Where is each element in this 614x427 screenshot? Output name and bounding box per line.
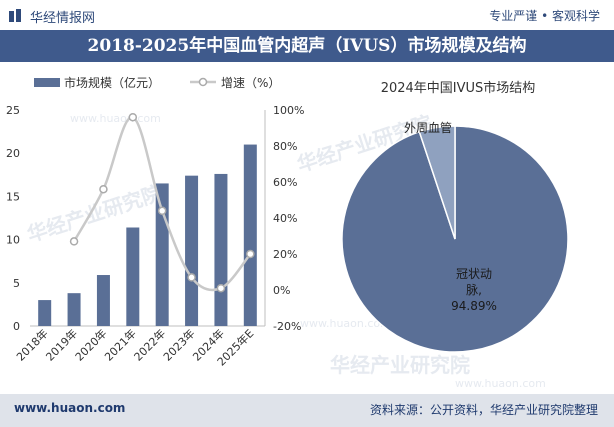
y-tick-label: 15 xyxy=(6,190,20,203)
y2-tick-label: 0% xyxy=(273,284,290,297)
bar xyxy=(214,173,228,326)
footer-source: 资料来源：公开资料，华经产业研究院整理 xyxy=(369,403,598,417)
bar xyxy=(185,175,199,326)
bar xyxy=(243,144,257,326)
chart-area: 华经产业研究院华经产业研究院华经产业研究院www.huaon.comwww.hu… xyxy=(6,75,569,390)
legend-line-label: 增速（%） xyxy=(221,76,280,90)
pie-label-peripheral: 外周血管 xyxy=(404,120,452,135)
top-bar: 华经情报网 专业严谨 • 客观科学 xyxy=(0,0,614,30)
y2-tick-label: 20% xyxy=(273,248,297,261)
y-tick-label: 20 xyxy=(6,147,20,160)
y-tick-label: 25 xyxy=(6,104,20,117)
watermark-url: www.huaon.com xyxy=(455,377,546,390)
y-tick-label: 5 xyxy=(13,277,20,290)
pie-slice-peripheral xyxy=(418,125,456,240)
watermark-text: 华经产业研究院 xyxy=(24,181,165,247)
page-title: 2018-2025年中国血管内超声（IVUS）市场规模及结构 xyxy=(0,30,614,62)
watermark-url: www.huaon.com xyxy=(300,317,391,330)
legend-bar-label: 市场规模（亿元） xyxy=(64,75,160,90)
bar xyxy=(67,293,81,326)
footer-site[interactable]: www.huaon.com xyxy=(14,401,126,415)
watermark-url: www.huaon.com xyxy=(70,112,161,125)
y-tick-label: 10 xyxy=(6,234,20,247)
bar xyxy=(38,300,52,326)
x-tick-label: 2021年 xyxy=(101,326,138,363)
y2-tick-label: 80% xyxy=(273,140,297,153)
bar xyxy=(96,275,110,326)
brand-name: 华经情报网 xyxy=(30,11,96,26)
growth-point xyxy=(128,112,138,122)
x-tick-label: 2022年 xyxy=(131,326,168,363)
bar xyxy=(126,227,140,326)
pie-title: 2024年中国IVUS市场结构 xyxy=(381,80,536,96)
pie-label-coronary: 脉, xyxy=(466,282,482,297)
brand-logo-icon xyxy=(9,9,21,22)
bar xyxy=(155,183,169,326)
x-tick-label: 2019年 xyxy=(43,326,80,363)
growth-point xyxy=(187,273,196,282)
growth-point xyxy=(157,206,167,216)
growth-point xyxy=(246,249,255,259)
x-tick-label: 2023年 xyxy=(160,326,197,363)
legend-bar-swatch xyxy=(34,78,60,87)
pie-label-coronary: 冠状动 xyxy=(456,267,492,281)
pie-label-coronary-value: 94.89% xyxy=(451,299,497,313)
y2-tick-label: 60% xyxy=(273,176,297,189)
y2-tick-label: -20% xyxy=(273,320,301,333)
legend-line-marker xyxy=(198,77,208,87)
footer xyxy=(0,394,614,427)
x-tick-label: 2020年 xyxy=(72,326,109,363)
y-tick-label: 0 xyxy=(13,320,20,333)
y2-tick-label: 100% xyxy=(273,104,304,117)
growth-point xyxy=(216,283,226,293)
growth-point xyxy=(69,237,79,246)
growth-point xyxy=(99,184,108,194)
y2-tick-label: 40% xyxy=(273,212,297,225)
watermark-text: 华经产业研究院 xyxy=(330,353,470,377)
slogan: 专业严谨 • 客观科学 xyxy=(489,9,600,23)
